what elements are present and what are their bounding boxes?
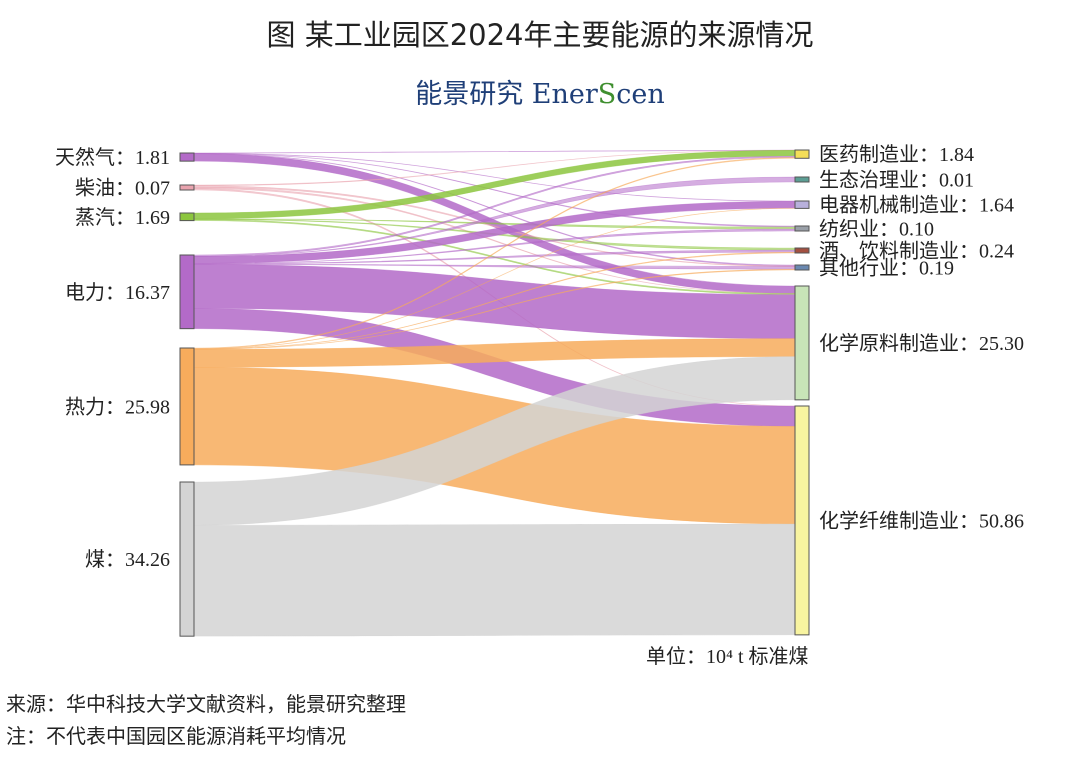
source-note: 来源：华中科技大学文献资料，能景研究整理	[6, 692, 406, 716]
brand-cn: 能景研究	[415, 79, 524, 110]
target-node-6	[794, 285, 810, 401]
unit-label: 单位：10⁴ t 标准煤	[646, 645, 809, 668]
target-node-5	[794, 264, 810, 271]
source-label-5: 煤：34.26	[85, 548, 170, 571]
brand-en-s: S	[597, 79, 617, 110]
target-label-3: 纺织业：0.10	[819, 218, 934, 241]
target-label-2: 电器机械制造业：1.64	[819, 194, 1014, 217]
source-node-5	[179, 481, 195, 637]
source-label-4: 热力：25.98	[65, 395, 170, 418]
target-label-6: 化学原料制造业：25.30	[819, 332, 1024, 355]
target-node-2	[794, 200, 810, 209]
brand-en-a: Ener	[531, 79, 598, 110]
target-node-7	[794, 405, 810, 636]
source-node-3	[179, 254, 195, 330]
source-label-1: 柴油：0.07	[75, 177, 170, 200]
target-label-7: 化学纤维制造业：50.86	[819, 509, 1024, 532]
source-label-2: 蒸汽：1.69	[75, 206, 170, 229]
source-label-0: 天然气：1.81	[55, 146, 170, 169]
remark-note: 注：不代表中国园区能源消耗平均情况	[6, 724, 346, 748]
source-node-0	[179, 152, 195, 162]
chart-title: 图 某工业园区2024年主要能源的来源情况	[266, 18, 814, 52]
target-node-3	[794, 225, 810, 232]
brand-logo: 能景研究 EnerScen	[0, 72, 1080, 111]
source-label-3: 电力：16.37	[65, 281, 170, 304]
source-node-4	[179, 347, 195, 466]
target-node-4	[794, 247, 810, 254]
brand-en-b: cen	[616, 79, 665, 110]
target-node-0	[794, 149, 810, 159]
sankey-labels: 天然气：1.81 柴油：0.07 蒸汽：1.69 电力：16.37 热力：25.98 煤：…	[55, 143, 1024, 571]
source-node-1	[179, 184, 195, 191]
source-node-2	[179, 212, 195, 222]
sankey-links	[193, 149, 796, 637]
target-label-5: 其他行业：0.19	[819, 257, 954, 280]
target-label-0: 医药制造业：1.84	[819, 143, 974, 166]
flow-link	[193, 523, 796, 637]
target-node-1	[794, 176, 810, 183]
target-label-1: 生态治理业：0.01	[819, 169, 974, 192]
target-label-4: 酒、饮料制造业：0.24	[819, 240, 1014, 263]
sankey-nodes	[179, 149, 810, 637]
